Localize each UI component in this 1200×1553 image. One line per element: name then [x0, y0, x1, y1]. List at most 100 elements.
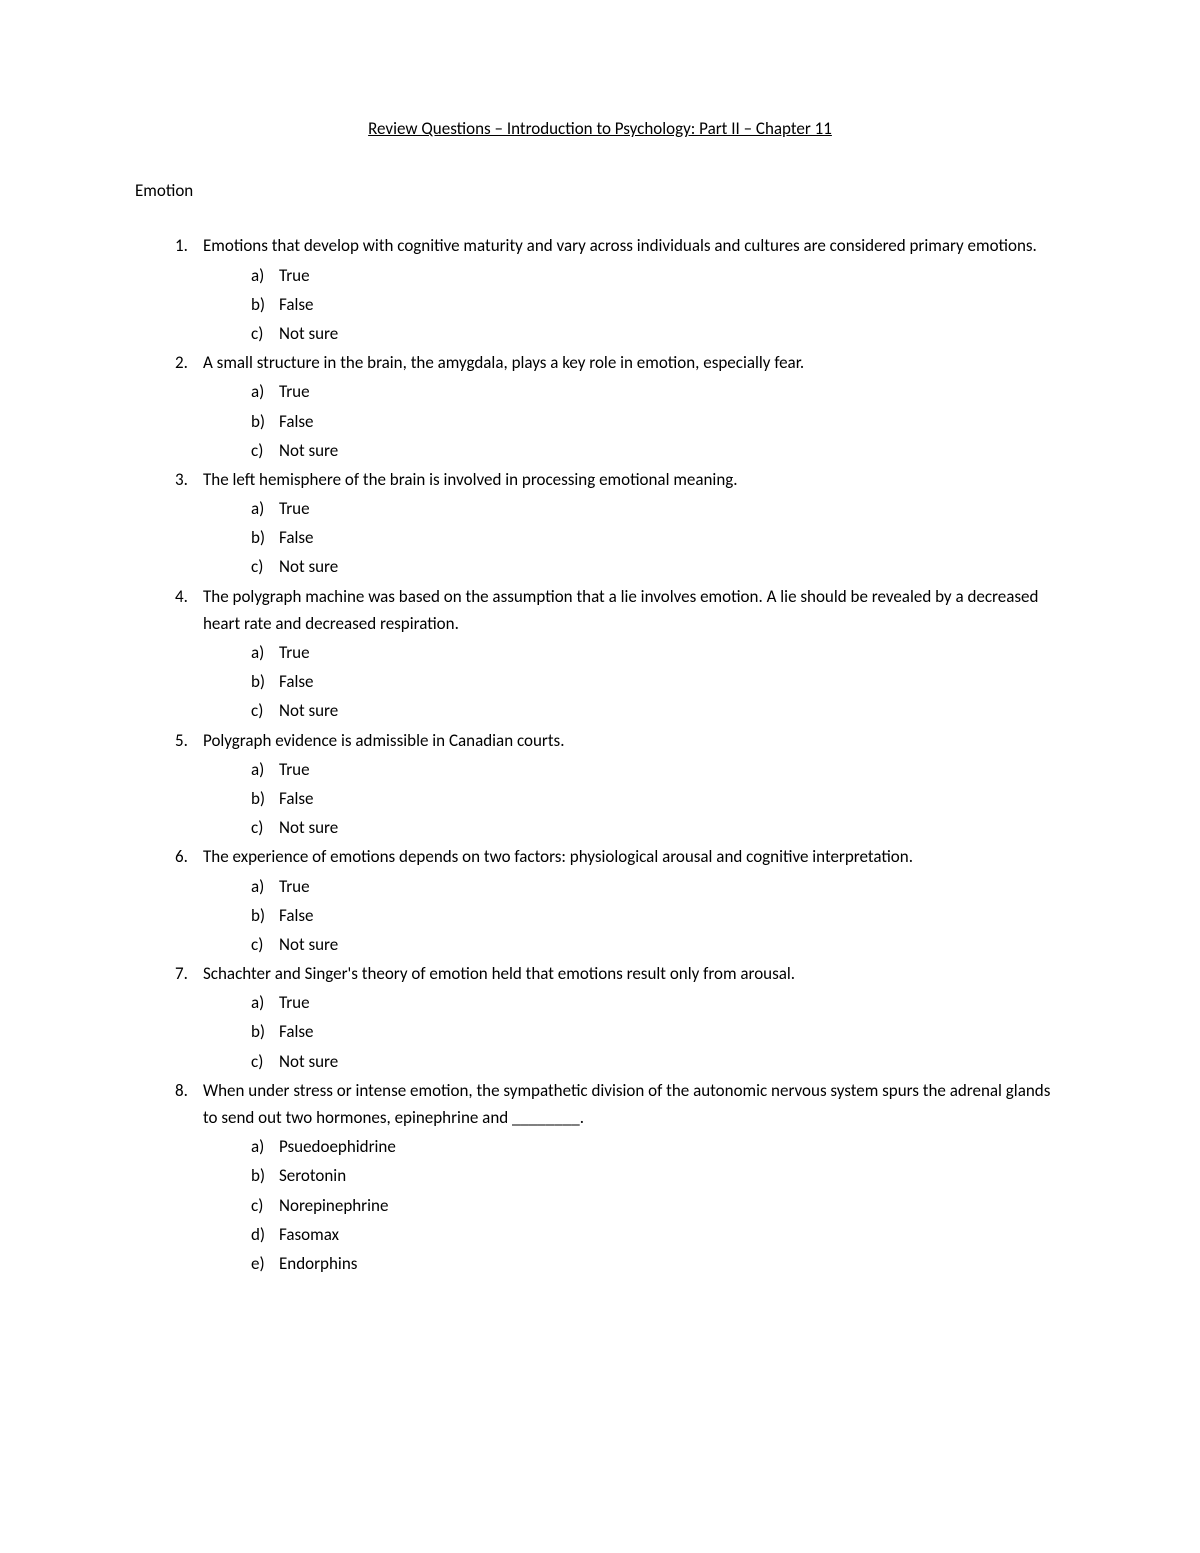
option-letter: c)	[251, 1048, 263, 1075]
option-letter: b)	[251, 1018, 265, 1045]
option-label: False	[279, 905, 314, 926]
option-item: a) True	[251, 378, 1065, 405]
option-label: Not sure	[279, 700, 338, 721]
option-letter: b)	[251, 668, 265, 695]
option-item: c)Norepinephrine	[251, 1192, 1065, 1219]
options-list: a)Trueb) False c)Not sure	[203, 873, 1065, 959]
option-item: c) Not sure	[251, 320, 1065, 347]
option-item: c) Not sure	[251, 437, 1065, 464]
option-letter: c)	[251, 814, 263, 841]
options-list: a) True b)Falsec) Not sure	[203, 262, 1065, 348]
section-heading: Emotion	[135, 177, 1065, 204]
option-label: Norepinephrine	[279, 1195, 388, 1216]
option-item: a)True	[251, 495, 1065, 522]
option-label: True	[279, 498, 310, 519]
option-item: e) Endorphins	[251, 1250, 1065, 1277]
question-number: 3.	[175, 466, 188, 493]
option-letter: c)	[251, 931, 263, 958]
options-list: a)Trueb) False c) Not sure	[203, 639, 1065, 725]
option-letter: d)	[251, 1221, 265, 1248]
question-item: 3. The left hemisphere of the brain is in…	[175, 466, 1065, 581]
option-item: b)False	[251, 408, 1065, 435]
option-label: Not sure	[279, 323, 338, 344]
question-number: 1.	[175, 232, 188, 259]
option-item: a) True	[251, 989, 1065, 1016]
option-letter: b)	[251, 902, 265, 929]
option-label: Endorphins	[279, 1253, 357, 1274]
question-number: 6.	[175, 843, 188, 870]
option-item: a) True	[251, 262, 1065, 289]
option-item: b) False	[251, 1018, 1065, 1045]
question-text: A small structure in the brain, the amyg…	[203, 349, 1065, 376]
question-text: When under stress or intense emotion, th…	[203, 1077, 1065, 1131]
option-label: True	[279, 759, 310, 780]
option-item: b)False	[251, 291, 1065, 318]
question-item: 8. When under stress or intense emotion, …	[175, 1077, 1065, 1277]
option-letter: c)	[251, 553, 263, 580]
option-item: c) Not sure	[251, 814, 1065, 841]
option-item: b) False	[251, 902, 1065, 929]
option-label: True	[279, 381, 310, 402]
option-item: b) False	[251, 668, 1065, 695]
option-item: c) Not sure	[251, 553, 1065, 580]
options-list: a) True b)Falsec) Not sure	[203, 378, 1065, 464]
option-letter: a)	[251, 989, 264, 1016]
option-letter: c)	[251, 320, 263, 347]
option-label: Psuedoephidrine	[279, 1136, 396, 1157]
question-item: 2. A small structure in the brain, the am…	[175, 349, 1065, 464]
question-item: 6. The experience of emotions depends on …	[175, 843, 1065, 958]
option-item: d) Fasomax	[251, 1221, 1065, 1248]
options-list: a)Trueb) False c) Not sure	[203, 495, 1065, 581]
option-item: b) False	[251, 785, 1065, 812]
option-label: False	[279, 671, 314, 692]
option-label: True	[279, 642, 310, 663]
option-label: True	[279, 992, 310, 1013]
option-letter: c)	[251, 437, 263, 464]
option-label: Not sure	[279, 440, 338, 461]
questions-list: 1. Emotions that develop with cognitive m…	[135, 232, 1065, 1277]
question-number: 2.	[175, 349, 188, 376]
question-item: 1. Emotions that develop with cognitive m…	[175, 232, 1065, 347]
option-letter: a)	[251, 378, 264, 405]
option-item: c) Not sure	[251, 1048, 1065, 1075]
question-number: 5.	[175, 727, 188, 754]
option-letter: b)	[251, 524, 265, 551]
question-text: Schachter and Singer's theory of emotion…	[203, 960, 1065, 987]
question-number: 7.	[175, 960, 188, 987]
option-label: False	[279, 788, 314, 809]
option-item: b) False	[251, 524, 1065, 551]
option-label: False	[279, 527, 314, 548]
option-label: False	[279, 1021, 314, 1042]
option-item: c) Not sure	[251, 697, 1065, 724]
option-letter: b)	[251, 291, 265, 318]
question-text: The left hemisphere of the brain is invo…	[203, 466, 1065, 493]
option-label: Not sure	[279, 1051, 338, 1072]
question-text: The experience of emotions depends on tw…	[203, 843, 1065, 870]
option-label: Not sure	[279, 817, 338, 838]
option-item: a) Psuedoephidrine	[251, 1133, 1065, 1160]
option-label: True	[279, 265, 310, 286]
question-number: 4.	[175, 583, 188, 610]
question-number: 8.	[175, 1077, 188, 1104]
option-item: a)True	[251, 756, 1065, 783]
option-label: Fasomax	[279, 1224, 339, 1245]
question-text: Polygraph evidence is admissible in Cana…	[203, 727, 1065, 754]
option-label: Not sure	[279, 556, 338, 577]
option-letter: a)	[251, 1133, 264, 1160]
question-item: 4. The polygraph machine was based on the…	[175, 583, 1065, 725]
options-list: a)Psuedoephidrineb)Serotoninc)Norepineph…	[203, 1133, 1065, 1277]
question-item: 7. Schachter and Singer's theory of emoti…	[175, 960, 1065, 1075]
option-item: a)True	[251, 873, 1065, 900]
question-text: The polygraph machine was based on the a…	[203, 583, 1065, 637]
options-list: a) True b) False c) Not sure	[203, 989, 1065, 1075]
option-label: Serotonin	[279, 1165, 346, 1186]
option-letter: b)	[251, 785, 265, 812]
option-letter: e)	[251, 1250, 265, 1277]
option-letter: c)	[251, 697, 263, 724]
option-letter: a)	[251, 262, 264, 289]
option-item: c)Not sure	[251, 931, 1065, 958]
option-item: a)True	[251, 639, 1065, 666]
options-list: a)Trueb) False c) Not sure	[203, 756, 1065, 842]
question-text: Emotions that develop with cognitive mat…	[203, 232, 1065, 259]
option-letter: a)	[251, 873, 264, 900]
